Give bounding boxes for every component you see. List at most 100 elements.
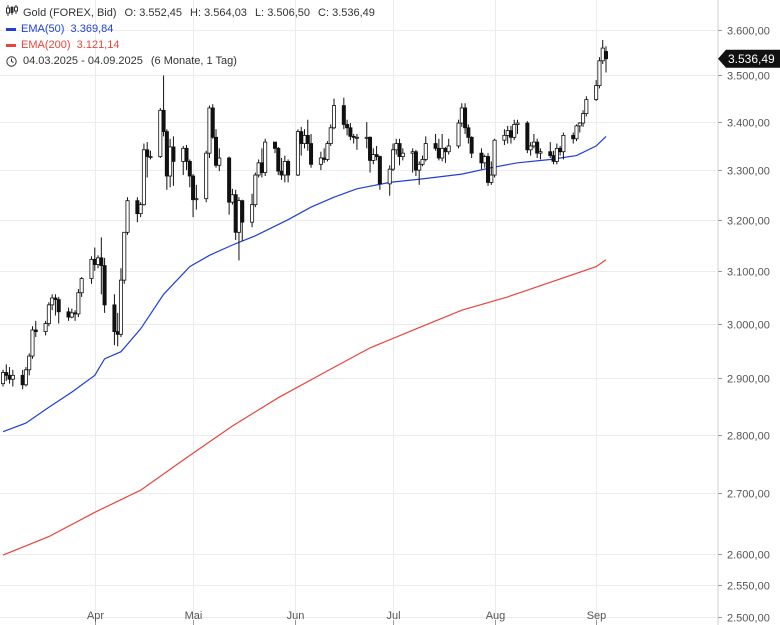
- candle-body: [227, 157, 232, 203]
- candle: [413, 149, 418, 177]
- candle-body: [191, 175, 196, 201]
- high-label: H:: [190, 7, 202, 19]
- candle-body: [194, 198, 199, 201]
- candle-body: [486, 156, 491, 183]
- candle: [525, 121, 530, 154]
- candle: [161, 75, 166, 137]
- candle: [528, 142, 533, 156]
- candle-body: [535, 141, 540, 154]
- candle: [73, 310, 78, 321]
- y-tick-label: 2.500,00: [727, 613, 770, 625]
- candle-body: [46, 304, 51, 324]
- candle-body: [508, 130, 513, 138]
- candle-body: [413, 151, 418, 171]
- candle-body: [73, 312, 78, 315]
- candle-body: [354, 136, 359, 139]
- candle-body: [479, 152, 484, 164]
- candle-body: [390, 149, 395, 170]
- candle: [295, 129, 300, 177]
- candle-body: [377, 156, 382, 185]
- candle: [489, 161, 494, 185]
- x-tick-label: Mai: [185, 610, 203, 622]
- candle: [433, 133, 438, 151]
- candle: [331, 98, 336, 130]
- candle-body: [440, 147, 445, 159]
- candle: [325, 141, 330, 162]
- candle: [282, 155, 287, 183]
- ema50-value: 3.369,84: [70, 23, 114, 35]
- candle: [135, 197, 140, 223]
- candle: [512, 119, 517, 141]
- candle: [515, 119, 520, 134]
- candle: [46, 302, 51, 327]
- candle: [217, 148, 222, 172]
- y-tick-label: 3.100,00: [727, 267, 770, 279]
- candle-body: [368, 136, 373, 161]
- candle: [187, 159, 192, 188]
- candle: [535, 138, 540, 158]
- candle: [423, 136, 428, 162]
- ema50-swatch: [6, 27, 16, 31]
- candle-body: [148, 156, 153, 158]
- last-price-tag: 3.536,49: [718, 49, 780, 68]
- legend-ema50-row[interactable]: EMA(50) 3.369,84: [6, 21, 375, 37]
- open-value: 3.552,45: [139, 7, 183, 19]
- candle-body: [302, 135, 307, 144]
- x-tick-label: Sep: [587, 610, 607, 622]
- candle-body: [79, 278, 84, 294]
- candle: [102, 257, 107, 313]
- candle-body: [482, 156, 487, 164]
- candle: [79, 277, 84, 297]
- y-tick-label: 2.800,00: [727, 431, 770, 443]
- candle-body: [27, 355, 32, 371]
- candle: [482, 154, 487, 168]
- candle-body: [528, 145, 533, 151]
- x-tick-label: Apr: [87, 610, 104, 622]
- candle-body: [459, 107, 464, 124]
- candle-body: [436, 147, 441, 159]
- candle-body: [43, 323, 48, 333]
- x-tick-label: Jul: [386, 610, 400, 622]
- candle: [43, 320, 48, 336]
- candle-body: [69, 312, 74, 318]
- candle-body: [115, 331, 120, 335]
- candle-body: [141, 149, 146, 206]
- candle-body: [279, 170, 284, 176]
- candle: [125, 197, 130, 235]
- candle: [299, 126, 304, 156]
- candle-body: [492, 139, 497, 176]
- candle-body: [351, 135, 356, 138]
- candle-body: [515, 122, 520, 125]
- candle-body: [240, 200, 245, 223]
- candle-body: [410, 151, 415, 154]
- candle: [7, 367, 12, 384]
- candle-body: [331, 105, 336, 129]
- candle-body: [56, 299, 61, 313]
- candle: [99, 237, 104, 295]
- ema200-label: EMA(200): [21, 39, 71, 51]
- candle-body: [256, 162, 261, 176]
- candle: [263, 138, 268, 177]
- candle-body: [505, 130, 510, 136]
- candle: [273, 141, 278, 154]
- candle: [259, 148, 264, 178]
- ema50-series: [2, 135, 607, 433]
- candle-body: [92, 258, 97, 265]
- ema200-series: [2, 259, 607, 556]
- candle: [305, 119, 310, 151]
- candle-body: [210, 107, 215, 138]
- period-info: (6 Monate, 1 Tag): [150, 55, 237, 67]
- candle: [364, 122, 369, 149]
- candle-body: [207, 107, 212, 154]
- candle-body: [420, 159, 425, 165]
- legend-ema200-row[interactable]: EMA(200) 3.121,14: [6, 37, 375, 53]
- candle-body: [538, 151, 543, 154]
- candle: [164, 129, 169, 190]
- ema200-line: [2, 259, 607, 556]
- candle: [328, 124, 333, 146]
- candle: [463, 103, 468, 134]
- candle-body: [325, 143, 330, 160]
- candle-body: [276, 147, 281, 172]
- candle-body: [263, 141, 268, 173]
